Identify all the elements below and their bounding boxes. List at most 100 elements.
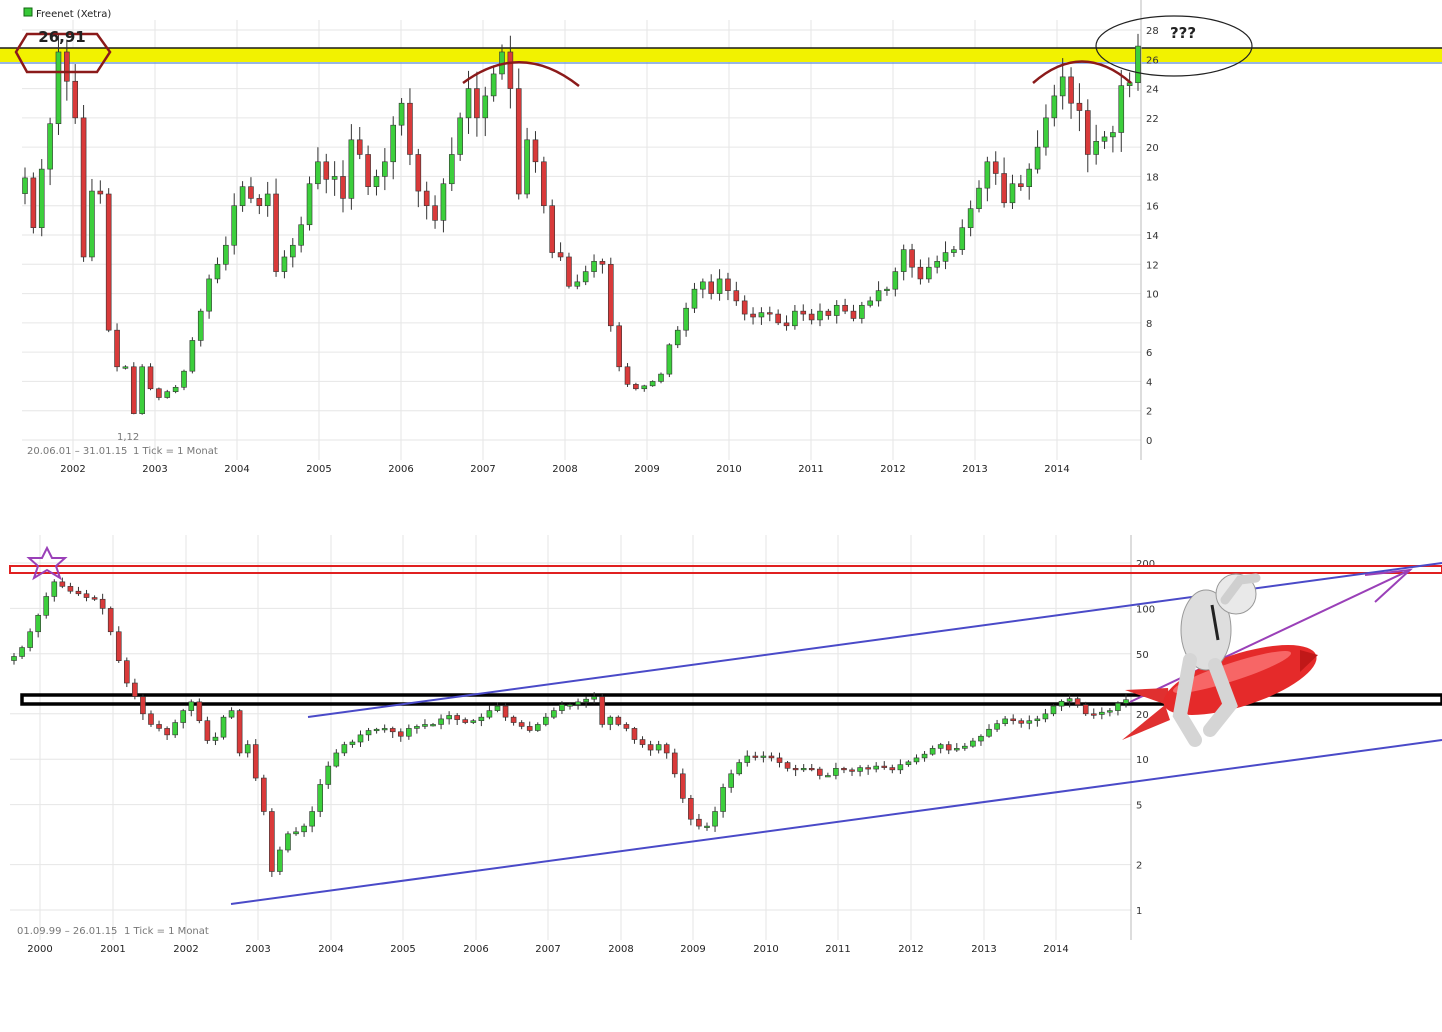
top-candle [156, 388, 162, 398]
top-x-tick-label: 2006 [388, 464, 413, 475]
top-candle [432, 205, 438, 221]
high-hexagon-annotation [14, 32, 112, 74]
top-candle [164, 391, 171, 398]
bottom-candle [808, 768, 815, 771]
bottom-candle [929, 748, 936, 755]
top-candle [38, 168, 45, 228]
top-candle [976, 187, 982, 209]
top-candle [549, 205, 556, 253]
top-y-tick-label: 2 [1146, 407, 1152, 418]
top-candle [348, 139, 355, 199]
top-candle [641, 385, 648, 390]
bottom-candle [1066, 698, 1073, 702]
bottom-candle [244, 744, 251, 754]
arc-2014-annotation [1032, 60, 1132, 84]
bottom-candle [83, 593, 90, 598]
bottom-candle [623, 724, 630, 729]
bottom-candle [478, 716, 485, 722]
top-y-tick-label: 12 [1146, 260, 1159, 271]
top-candle [917, 266, 924, 280]
bottom-candle [655, 744, 662, 751]
bottom-candle [833, 768, 839, 776]
top-candle [674, 329, 681, 346]
top-candle [239, 186, 246, 207]
bottom-candle [680, 773, 686, 799]
bottom-candle [180, 710, 187, 723]
bottom-candle [945, 744, 952, 751]
top-candles [22, 33, 1141, 415]
top-candle [382, 161, 388, 177]
top-candle [223, 244, 229, 265]
top-x-tick-label: 2013 [962, 464, 987, 475]
top-candle [482, 95, 489, 119]
top-candle [557, 252, 564, 258]
bottom-candle [19, 647, 25, 657]
bottom-x-tick-label: 2009 [680, 944, 705, 955]
top-candle [490, 73, 497, 97]
bottom-candle [285, 833, 291, 851]
bottom-grid [10, 535, 1131, 940]
bottom-y-tick-label: 20 [1136, 710, 1149, 721]
top-x-tick-label: 2010 [716, 464, 741, 475]
bottom-candle [712, 811, 718, 827]
bottom-y-tick-label: 200 [1136, 559, 1155, 570]
bottom-x-tick-label: 2006 [463, 944, 488, 955]
top-candle [725, 278, 731, 291]
bottom-candle [115, 631, 122, 661]
bottom-candle [615, 716, 622, 725]
top-x-tick-label: 2004 [224, 464, 249, 475]
bottom-candle [792, 768, 799, 771]
top-candle [842, 304, 848, 312]
bottom-candle [962, 745, 968, 749]
bottom-y-tick-label: 100 [1136, 604, 1155, 615]
top-candle [741, 300, 748, 315]
top-y-tick-label: 20 [1146, 143, 1159, 154]
top-candle [800, 310, 807, 315]
top-candle [398, 102, 405, 126]
top-candle [64, 51, 70, 82]
resistance-band-highlight [0, 48, 1442, 62]
top-y-tick-label: 24 [1146, 85, 1159, 96]
top-candle [114, 329, 120, 368]
top-y-tick-label: 22 [1146, 114, 1159, 125]
top-x-tick-label: 2009 [634, 464, 659, 475]
bottom-candle [446, 715, 452, 720]
top-candle [992, 161, 999, 174]
top-y-tick-label: 4 [1146, 377, 1152, 388]
bottom-x-tick-label: 2004 [318, 944, 343, 955]
top-candle [532, 139, 539, 163]
bottom-candle [526, 726, 533, 731]
bottom-candle [1107, 710, 1113, 713]
bottom-x-tick-label: 2005 [390, 944, 415, 955]
top-candle [599, 261, 606, 265]
top-candle [700, 281, 706, 290]
top-candle [306, 183, 313, 226]
bottom-candle [502, 705, 509, 718]
bottom-candle [1050, 705, 1057, 715]
top-candle [716, 278, 723, 294]
target-arrow-head [1364, 568, 1413, 603]
top-x-tick-label: 2003 [142, 464, 167, 475]
bottom-candle [35, 614, 41, 633]
bottom-candle [978, 735, 984, 742]
bottom-candle [341, 744, 348, 754]
top-candle [340, 176, 346, 199]
top-candle [423, 190, 430, 207]
bottom-candle [599, 696, 606, 725]
top-candle [683, 307, 689, 331]
top-candle [130, 366, 137, 414]
top-candle [72, 80, 79, 119]
bottom-candle [132, 682, 138, 697]
top-candle [783, 322, 790, 327]
bottom-candle [543, 716, 549, 725]
bottom-candle [438, 718, 444, 725]
bottom-candle [1082, 704, 1089, 715]
top-candle [808, 313, 815, 321]
bottom-candle [212, 736, 219, 741]
top-candle [867, 300, 874, 306]
bottom-candle [1018, 720, 1025, 724]
top-candle [273, 193, 279, 272]
lower-trend-channel [230, 739, 1442, 905]
top-candle [1068, 76, 1074, 104]
top-candle [666, 344, 673, 375]
